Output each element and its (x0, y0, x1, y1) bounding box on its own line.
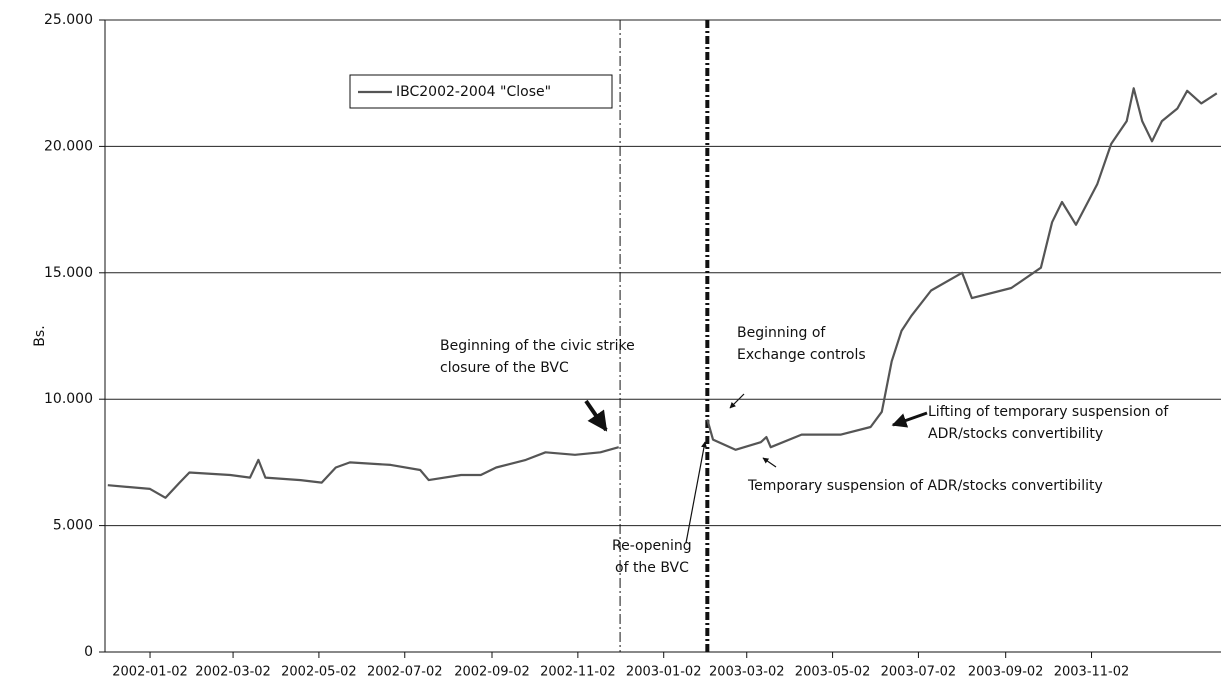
y-tick-label: 10.000 (44, 391, 93, 407)
y-tick-label: 25.000 (44, 12, 93, 28)
annotation: ADR/stocks convertibility (928, 426, 1103, 442)
x-tick-label: 2002-11-02 (540, 665, 616, 680)
x-tick-label: 2002-01-02 (112, 665, 188, 680)
annotation: Exchange controls (737, 347, 866, 363)
annotation: Beginning of (737, 325, 826, 341)
x-tick-label: 2003-03-02 (709, 665, 785, 680)
x-tick-label: 2002-03-02 (195, 665, 271, 680)
annotation: closure of the BVC (440, 360, 569, 376)
x-tick-label: 2002-07-02 (367, 665, 443, 680)
x-tick-label: 2003-07-02 (881, 665, 957, 680)
y-tick-label: 5.000 (53, 518, 93, 534)
annotation: of the BVC (615, 560, 689, 576)
y-axis-label: Bs. (32, 325, 48, 346)
series-line (107, 87, 1218, 499)
x-tick-label: 2003-01-02 (626, 665, 702, 680)
arrows (584, 393, 928, 544)
annotation: Re-opening (612, 538, 692, 554)
y-tick-label: 0 (84, 644, 93, 660)
x-tick-label: 2003-11-02 (1054, 665, 1130, 680)
legend-box (349, 74, 613, 109)
y-tick-label: 15.000 (44, 265, 93, 281)
annotation: Temporary suspension of ADR/stocks conve… (747, 478, 1103, 494)
y-tick-label: 20.000 (44, 138, 93, 154)
x-tick-label: 2003-09-02 (968, 665, 1044, 680)
x-tick-label: 2002-05-02 (281, 665, 357, 680)
legend: IBC2002-2004 "Close" (349, 74, 613, 109)
x-tick-label: 2003-05-02 (795, 665, 871, 680)
x-tick-label: 2002-09-02 (454, 665, 530, 680)
annotation: Lifting of temporary suspension of (928, 404, 1169, 420)
legend-label: IBC2002-2004 "Close" (396, 84, 551, 100)
annotation: Beginning of the civic strike (440, 338, 635, 354)
